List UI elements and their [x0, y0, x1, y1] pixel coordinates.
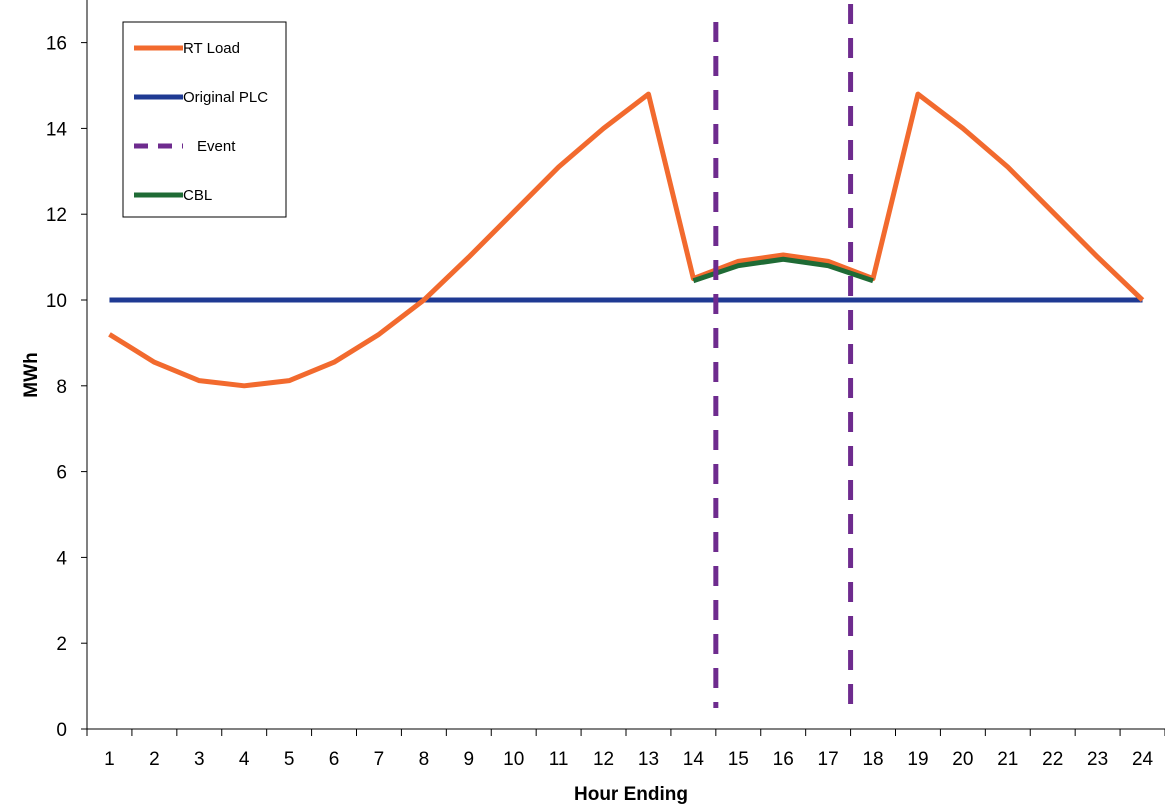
x-tick-label: 14: [683, 749, 705, 770]
x-tick-label: 23: [1087, 749, 1108, 770]
y-tick-label: 4: [56, 548, 67, 569]
legend-label: Original PLC: [183, 89, 268, 106]
legend: RT Load Original PLC Event CBL: [122, 21, 287, 218]
x-tick-label: 22: [1042, 749, 1063, 770]
x-tick-label: 20: [952, 749, 973, 770]
y-tick-label: 2: [56, 634, 67, 655]
y-tick-label: 10: [46, 291, 67, 312]
legend-label: Event: [197, 138, 236, 155]
x-tick-label: 13: [638, 749, 659, 770]
x-tick-label: 9: [464, 749, 475, 770]
x-axis-title: Hour Ending: [574, 784, 688, 805]
x-tick-label: 6: [329, 749, 340, 770]
x-tick-label: 21: [997, 749, 1018, 770]
x-tick-label: 12: [593, 749, 614, 770]
x-tick-label: 19: [907, 749, 928, 770]
x-tick-label: 24: [1132, 749, 1154, 770]
x-tick-label: 16: [773, 749, 794, 770]
x-tick-label: 5: [284, 749, 295, 770]
legend-label: RT Load: [183, 40, 240, 57]
legend-box: [122, 21, 287, 218]
series-cbl-line: [692, 256, 874, 284]
y-tick-label: 6: [56, 463, 67, 484]
y-tick-label: 12: [46, 205, 67, 226]
x-tick-label: 15: [728, 749, 749, 770]
series-layer: [108, 4, 1145, 718]
x-tick-label: 10: [503, 749, 524, 770]
x-tick-label: 2: [149, 749, 160, 770]
x-tick-label: 8: [419, 749, 430, 770]
y-tick-label: 16: [46, 34, 67, 55]
x-tick-label: 18: [862, 749, 883, 770]
x-tick-label: 7: [374, 749, 385, 770]
y-tick-label: 14: [46, 119, 68, 140]
x-tick-label: 17: [818, 749, 839, 770]
y-tick-label: 8: [56, 377, 67, 398]
legend-label: CBL: [183, 187, 212, 204]
x-tick-label: 3: [194, 749, 205, 770]
x-tick-label: 11: [549, 749, 569, 770]
y-axis-title: MWh: [21, 352, 42, 397]
series-rt-load-line: [108, 91, 1145, 389]
y-tick-label: 0: [56, 720, 67, 741]
x-tick-label: 1: [104, 749, 115, 770]
x-tick-label: 4: [239, 749, 250, 770]
